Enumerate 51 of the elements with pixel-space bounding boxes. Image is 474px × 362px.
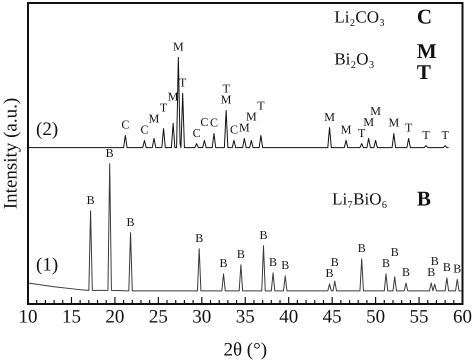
x-tick-label: 25 bbox=[148, 306, 168, 328]
annotation: T bbox=[160, 100, 168, 115]
annotation: B bbox=[269, 255, 278, 270]
annotation: C bbox=[210, 116, 218, 130]
annotation: T bbox=[404, 120, 413, 135]
x-tick-label: 50 bbox=[366, 306, 386, 328]
x-tick-label: 15 bbox=[62, 306, 81, 328]
annotation: B bbox=[358, 241, 366, 256]
x-axis-title: 2θ (°) bbox=[223, 340, 268, 361]
annotation: C bbox=[121, 118, 130, 132]
annotation: M bbox=[388, 116, 400, 130]
annotation: B bbox=[416, 186, 431, 211]
text: Li₂CO₃ bbox=[334, 8, 385, 27]
annotation: M bbox=[173, 39, 184, 54]
annotation: B bbox=[106, 146, 114, 160]
annotation: B bbox=[259, 228, 268, 242]
annotation: C bbox=[230, 122, 238, 137]
text: C bbox=[416, 4, 432, 28]
annotation: M bbox=[324, 110, 336, 124]
annotation: C bbox=[140, 122, 148, 137]
annotation: B bbox=[126, 214, 135, 229]
annotation: T bbox=[257, 98, 266, 113]
series-label: (2) bbox=[36, 119, 58, 140]
annotation: B bbox=[220, 256, 228, 270]
x-tick-label: 55 bbox=[410, 306, 429, 328]
x-tick-label: 60 bbox=[453, 306, 472, 328]
annotation: B bbox=[86, 192, 95, 207]
annotation: Li₇BiO₆ bbox=[332, 190, 388, 209]
annotation: B bbox=[195, 230, 204, 245]
x-tick-label: 20 bbox=[105, 306, 124, 328]
annotation: M bbox=[148, 112, 160, 126]
annotation: B bbox=[453, 261, 462, 276]
x-tick-label: 10 bbox=[18, 306, 38, 328]
y-axis-title: Intensity (a.u.) bbox=[0, 98, 22, 210]
x-tick-label: 35 bbox=[236, 306, 255, 328]
x-tick-label: 45 bbox=[322, 306, 342, 328]
x-tick-label: 40 bbox=[279, 306, 298, 328]
annotation: T bbox=[441, 128, 450, 142]
annotation: B bbox=[442, 260, 451, 274]
annotation: T bbox=[422, 128, 430, 142]
annotation: B bbox=[402, 265, 410, 280]
annotation: B bbox=[281, 258, 290, 272]
annotation: C bbox=[200, 114, 208, 129]
annotation: B bbox=[382, 256, 390, 270]
annotation: M bbox=[340, 122, 352, 137]
x-tick-label: 30 bbox=[192, 306, 212, 328]
annotation: C bbox=[192, 126, 201, 140]
series-label: (1) bbox=[36, 254, 58, 276]
annotation: B bbox=[390, 245, 399, 260]
annotation: B bbox=[236, 246, 245, 261]
annotation: Bi₂O₃ bbox=[334, 50, 375, 69]
